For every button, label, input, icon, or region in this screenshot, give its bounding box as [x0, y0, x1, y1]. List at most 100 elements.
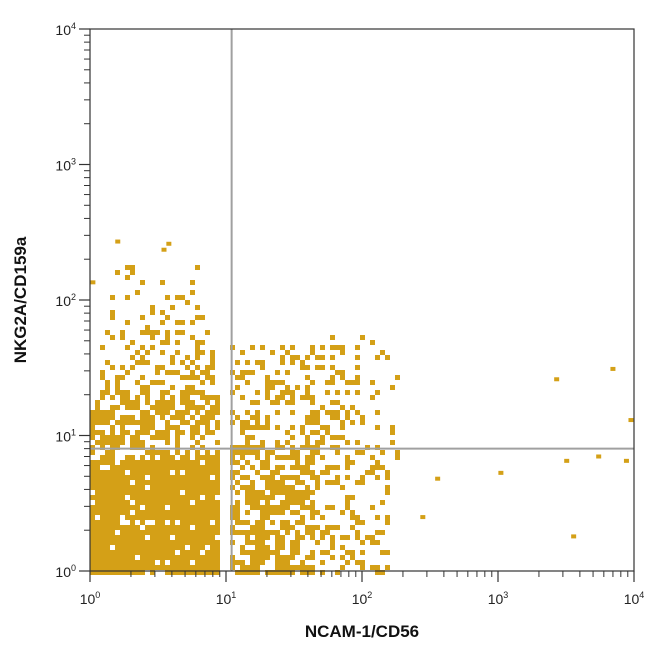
event-dot	[305, 485, 310, 490]
event-dot	[110, 485, 115, 490]
event-dot	[285, 495, 290, 500]
event-dot	[135, 445, 140, 450]
event-dot	[200, 395, 205, 400]
event-dot	[260, 495, 265, 500]
event-dot	[105, 535, 110, 540]
event-dot	[300, 520, 305, 525]
event-dot	[210, 455, 215, 460]
event-dot	[200, 540, 205, 545]
event-dot	[130, 455, 135, 460]
event-dot	[120, 335, 125, 340]
event-dot	[115, 405, 120, 410]
event-dot	[105, 450, 110, 455]
event-dot	[150, 420, 155, 425]
event-dot	[120, 555, 125, 560]
event-dot	[355, 355, 360, 360]
event-dot	[185, 565, 190, 570]
event-dot	[135, 290, 140, 295]
event-dot	[105, 505, 110, 510]
event-dot	[215, 505, 220, 510]
outlier-dot	[628, 418, 634, 423]
event-dot	[385, 470, 390, 475]
event-dot	[205, 370, 210, 375]
event-dot	[110, 530, 115, 535]
event-dot	[170, 565, 175, 570]
event-dot	[265, 450, 270, 455]
event-dot	[120, 415, 125, 420]
event-dot	[165, 435, 170, 440]
event-dot	[385, 550, 390, 555]
event-dot	[235, 385, 240, 390]
event-dot	[250, 490, 255, 495]
event-dot	[260, 555, 265, 560]
event-dot	[255, 520, 260, 525]
y-tick-exponent: 2	[71, 292, 76, 302]
event-dot	[300, 425, 305, 430]
event-dot	[245, 565, 250, 570]
event-dot	[175, 510, 180, 515]
event-dot	[200, 530, 205, 535]
event-dot	[140, 480, 145, 485]
event-dot	[140, 445, 145, 450]
event-dot	[130, 570, 135, 575]
event-dot	[285, 485, 290, 490]
event-dot	[160, 555, 165, 560]
event-dot	[265, 475, 270, 480]
event-dot	[95, 485, 100, 490]
event-dot	[95, 490, 100, 495]
event-dot	[350, 495, 355, 500]
event-dot	[150, 465, 155, 470]
event-dot	[270, 520, 275, 525]
event-dot	[185, 420, 190, 425]
event-dot	[325, 470, 330, 475]
event-dot	[100, 415, 105, 420]
event-dot	[150, 470, 155, 475]
event-dot	[145, 540, 150, 545]
event-dot	[275, 380, 280, 385]
event-dot	[325, 465, 330, 470]
event-dot	[210, 410, 215, 415]
event-dot	[310, 565, 315, 570]
event-dot	[130, 525, 135, 530]
event-dot	[205, 460, 210, 465]
event-dot	[90, 510, 95, 515]
event-dot	[195, 570, 200, 575]
event-dot	[105, 460, 110, 465]
event-dot	[180, 540, 185, 545]
event-dot	[265, 515, 270, 520]
event-dot	[195, 305, 200, 310]
event-dot	[355, 515, 360, 520]
event-dot	[160, 460, 165, 465]
event-dot	[205, 430, 210, 435]
event-dot	[320, 425, 325, 430]
event-dot	[120, 425, 125, 430]
event-dot	[175, 415, 180, 420]
event-dot	[180, 510, 185, 515]
event-dot	[210, 555, 215, 560]
event-dot	[350, 405, 355, 410]
event-dot	[200, 545, 205, 550]
event-dot	[125, 550, 130, 555]
event-dot	[285, 565, 290, 570]
event-dot	[195, 550, 200, 555]
event-dot	[240, 545, 245, 550]
event-dot	[120, 545, 125, 550]
event-dot	[205, 565, 210, 570]
event-dot	[160, 565, 165, 570]
event-dot	[290, 565, 295, 570]
event-dot	[175, 340, 180, 345]
event-dot	[180, 430, 185, 435]
event-dot	[165, 475, 170, 480]
event-dot	[185, 375, 190, 380]
event-dot	[160, 400, 165, 405]
event-dot	[375, 410, 380, 415]
event-dot	[285, 555, 290, 560]
event-dot	[240, 455, 245, 460]
x-tick-exponent: 1	[231, 590, 236, 600]
event-dot	[140, 460, 145, 465]
event-dot	[125, 390, 130, 395]
event-dot	[255, 470, 260, 475]
event-dot	[140, 360, 145, 365]
event-dot	[360, 335, 365, 340]
event-dot	[145, 500, 150, 505]
